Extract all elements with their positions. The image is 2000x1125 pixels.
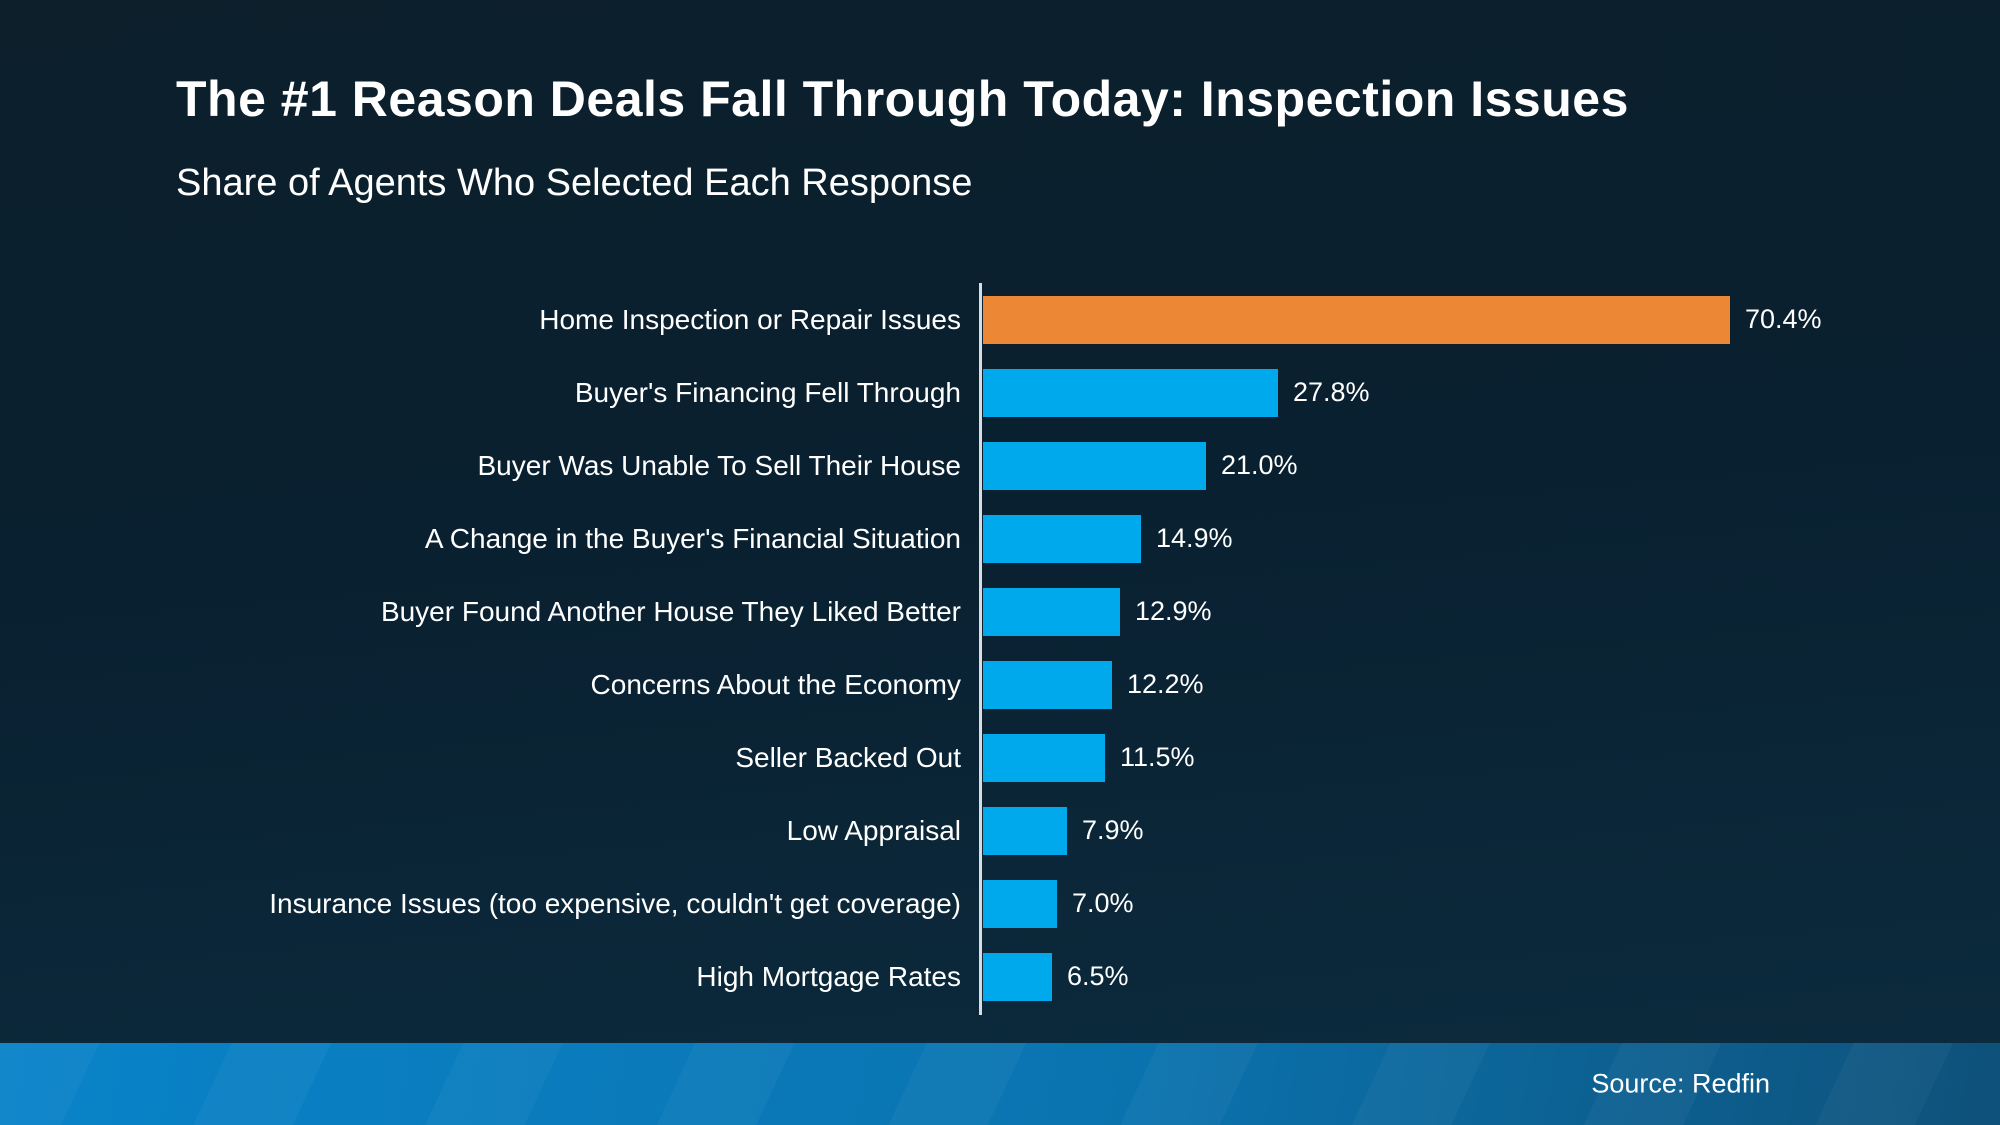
value-bar — [983, 660, 1112, 709]
value-bar — [983, 368, 1278, 417]
chart-row: Low Appraisal 7.9% — [0, 794, 2000, 867]
chart-row: Insurance Issues (too expensive, couldn'… — [0, 867, 2000, 940]
value-label: 21.0% — [1221, 450, 1298, 480]
chart-row: Home Inspection or Repair Issues 70.4% — [0, 283, 2000, 356]
category-label: A Change in the Buyer's Financial Situat… — [424, 522, 961, 554]
source-attribution: Source: Redfin — [1591, 1068, 1770, 1099]
chart-row: A Change in the Buyer's Financial Situat… — [0, 502, 2000, 575]
chart-row: Buyer Was Unable To Sell Their House 21.0… — [0, 429, 2000, 502]
chart-row: Concerns About the Economy 12.2% — [0, 648, 2000, 721]
value-bar — [983, 879, 1057, 928]
category-label: Insurance Issues (too expensive, couldn'… — [269, 887, 961, 919]
category-label: Buyer's Financing Fell Through — [574, 376, 961, 408]
chart-row: High Mortgage Rates 6.5% — [0, 940, 2000, 1013]
chart-subtitle: Share of Agents Who Selected Each Respon… — [176, 162, 973, 204]
category-label: Buyer Found Another House They Liked Bet… — [380, 595, 961, 627]
value-label: 12.9% — [1135, 596, 1212, 626]
category-label: Low Appraisal — [786, 814, 961, 846]
value-label: 7.0% — [1072, 888, 1134, 918]
value-label: 7.9% — [1082, 815, 1144, 845]
value-bar — [983, 441, 1206, 490]
y-axis-line — [979, 283, 982, 1015]
value-bar — [983, 514, 1141, 563]
category-label: Home Inspection or Repair Issues — [539, 303, 961, 335]
bar-chart: Home Inspection or Repair Issues 70.4% Buy… — [0, 283, 2000, 1013]
value-label: 11.5% — [1120, 742, 1195, 772]
source-footer-bar: Source: Redfin — [0, 1043, 2000, 1125]
value-label: 14.9% — [1156, 523, 1233, 553]
value-label: 12.2% — [1127, 669, 1204, 699]
value-label: 70.4% — [1745, 304, 1822, 334]
value-bar — [983, 733, 1105, 782]
value-bar — [983, 587, 1120, 636]
value-label: 6.5% — [1067, 961, 1129, 991]
category-label: Seller Backed Out — [735, 741, 961, 773]
category-label: Concerns About the Economy — [590, 668, 961, 700]
category-label: High Mortgage Rates — [696, 960, 961, 992]
value-label: 27.8% — [1293, 377, 1370, 407]
chart-row: Seller Backed Out 11.5% — [0, 721, 2000, 794]
category-label: Buyer Was Unable To Sell Their House — [477, 449, 962, 481]
value-bar — [983, 952, 1052, 1001]
chart-row: Buyer Found Another House They Liked Bet… — [0, 575, 2000, 648]
value-bar — [983, 806, 1067, 855]
chart-title: The #1 Reason Deals Fall Through Today: … — [176, 71, 1629, 127]
chart-row: Buyer's Financing Fell Through 27.8% — [0, 356, 2000, 429]
value-bar — [983, 295, 1730, 344]
